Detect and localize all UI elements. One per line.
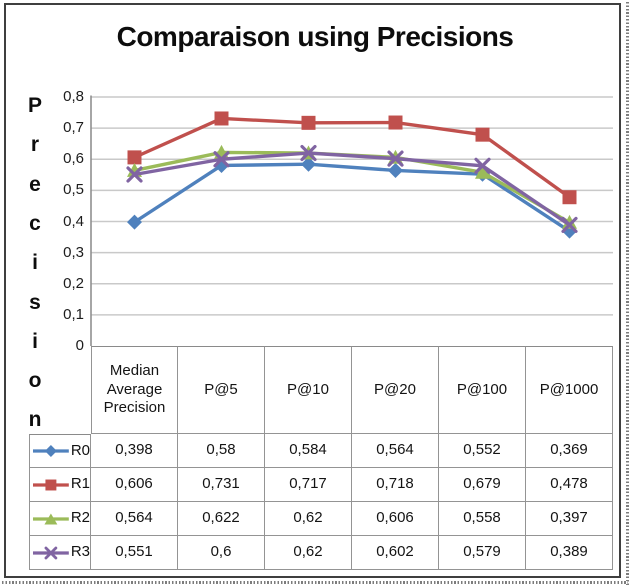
table-header-cell: P@100 bbox=[439, 346, 526, 434]
table-header-cell: P@10 bbox=[265, 346, 352, 434]
table-value-cell: 0,58 bbox=[178, 434, 265, 468]
plot-svg bbox=[90, 95, 613, 346]
y-tick-label: 0,4 bbox=[63, 212, 84, 230]
series-marker-square bbox=[127, 150, 142, 165]
y-tick-label: 0,8 bbox=[63, 88, 84, 105]
triangle-marker-icon bbox=[32, 513, 69, 524]
series-marker-diamond bbox=[127, 214, 142, 230]
table-value-cell: 0,558 bbox=[439, 502, 526, 536]
table-header-cell: Median Average Precision bbox=[91, 346, 178, 434]
table-value-cell: 0,564 bbox=[91, 502, 178, 536]
table-value-cell: 0,606 bbox=[352, 502, 439, 536]
data-table: Median Average Precision P@5 P@10 P@20 P@100… bbox=[29, 346, 613, 570]
table-value-cell: 0,622 bbox=[178, 502, 265, 536]
figure-border bbox=[4, 3, 621, 578]
y-tick-label: 0,2 bbox=[63, 274, 84, 292]
table-header-cell: P@1000 bbox=[526, 346, 613, 434]
series-marker-x bbox=[300, 144, 317, 162]
y-axis-letter: s bbox=[29, 290, 41, 314]
table-value-cell: 0,679 bbox=[439, 468, 526, 502]
series-marker-x bbox=[126, 166, 143, 183]
table-value-cell: 0,398 bbox=[91, 434, 178, 468]
table-value-cell: 0,584 bbox=[265, 434, 352, 468]
square-marker-icon bbox=[32, 479, 69, 490]
legend-label: R0 bbox=[70, 441, 90, 459]
series-line-R1 bbox=[133, 116, 571, 199]
legend-key-R3: R3 bbox=[29, 536, 91, 570]
series-marker-square bbox=[562, 190, 577, 205]
y-axis-letter: c bbox=[29, 211, 41, 235]
y-axis-letter: P bbox=[27, 94, 42, 117]
scan-edge-right bbox=[626, 2, 629, 586]
diamond-marker-icon bbox=[32, 445, 69, 457]
table-value-cell: 0,552 bbox=[439, 434, 526, 468]
series-marker-square bbox=[388, 115, 403, 130]
y-tick-label: 0,6 bbox=[63, 150, 84, 168]
y-tick-label: 0,1 bbox=[63, 305, 84, 323]
y-tick-label: 0,3 bbox=[63, 243, 84, 261]
x-marker-icon bbox=[32, 546, 69, 559]
series-marker-x bbox=[561, 216, 578, 234]
legend-label: R1 bbox=[70, 475, 90, 493]
y-axis-letter: n bbox=[28, 408, 42, 432]
table-corner-cell bbox=[29, 346, 91, 434]
table-value-cell: 0,731 bbox=[178, 468, 265, 502]
table-value-cell: 0,579 bbox=[439, 536, 526, 570]
y-axis-letter: e bbox=[29, 172, 41, 196]
table-value-cell: 0,564 bbox=[352, 434, 439, 468]
y-tick-label: 0,5 bbox=[63, 181, 84, 199]
table-value-cell: 0,478 bbox=[526, 468, 613, 502]
table-value-cell: 0,62 bbox=[265, 502, 352, 536]
legend-key-R1: R1 bbox=[29, 468, 91, 502]
y-tick-label: 0,7 bbox=[63, 119, 84, 137]
table-value-cell: 0,397 bbox=[526, 502, 613, 536]
legend-label: R2 bbox=[70, 509, 90, 527]
table-value-cell: 0,62 bbox=[265, 536, 352, 570]
legend-key-R2: R2 bbox=[29, 502, 91, 536]
y-axis-letter: i bbox=[32, 329, 38, 353]
series-marker-x bbox=[474, 157, 491, 174]
series-marker-triangle bbox=[562, 214, 577, 229]
table-header-cell: P@5 bbox=[178, 346, 265, 434]
table-value-cell: 0,551 bbox=[91, 536, 178, 570]
table-value-cell: 0,369 bbox=[526, 434, 613, 468]
table-value-cell: 0,6 bbox=[178, 536, 265, 570]
series-line-R3 bbox=[134, 151, 571, 227]
table-value-cell: 0,606 bbox=[91, 468, 178, 502]
series-marker-diamond bbox=[301, 156, 316, 172]
series-marker-square bbox=[214, 111, 229, 126]
table-value-cell: 0,602 bbox=[352, 536, 439, 570]
legend-label: R3 bbox=[70, 543, 90, 561]
series-marker-x bbox=[387, 150, 404, 167]
table-header-cell: P@20 bbox=[352, 346, 439, 434]
legend-key-R0: R0 bbox=[29, 434, 91, 468]
y-axis-letter: r bbox=[30, 133, 40, 157]
series-marker-square bbox=[301, 115, 316, 130]
y-axis-letter: o bbox=[28, 369, 42, 393]
table-value-cell: 0,717 bbox=[265, 468, 352, 502]
scan-edge-bottom bbox=[2, 581, 628, 584]
y-tick-label: 0 bbox=[75, 337, 84, 354]
series-marker-diamond bbox=[388, 162, 403, 178]
series-marker-square bbox=[475, 127, 490, 142]
y-axis-letter: i bbox=[32, 251, 38, 275]
series-line-R0 bbox=[133, 162, 571, 233]
table-value-cell: 0,718 bbox=[352, 468, 439, 502]
series-marker-x bbox=[213, 151, 230, 168]
series-marker-triangle bbox=[475, 164, 490, 179]
table-value-cell: 0,389 bbox=[526, 536, 613, 570]
chart-title: Comparaison using Precisions bbox=[116, 21, 514, 52]
